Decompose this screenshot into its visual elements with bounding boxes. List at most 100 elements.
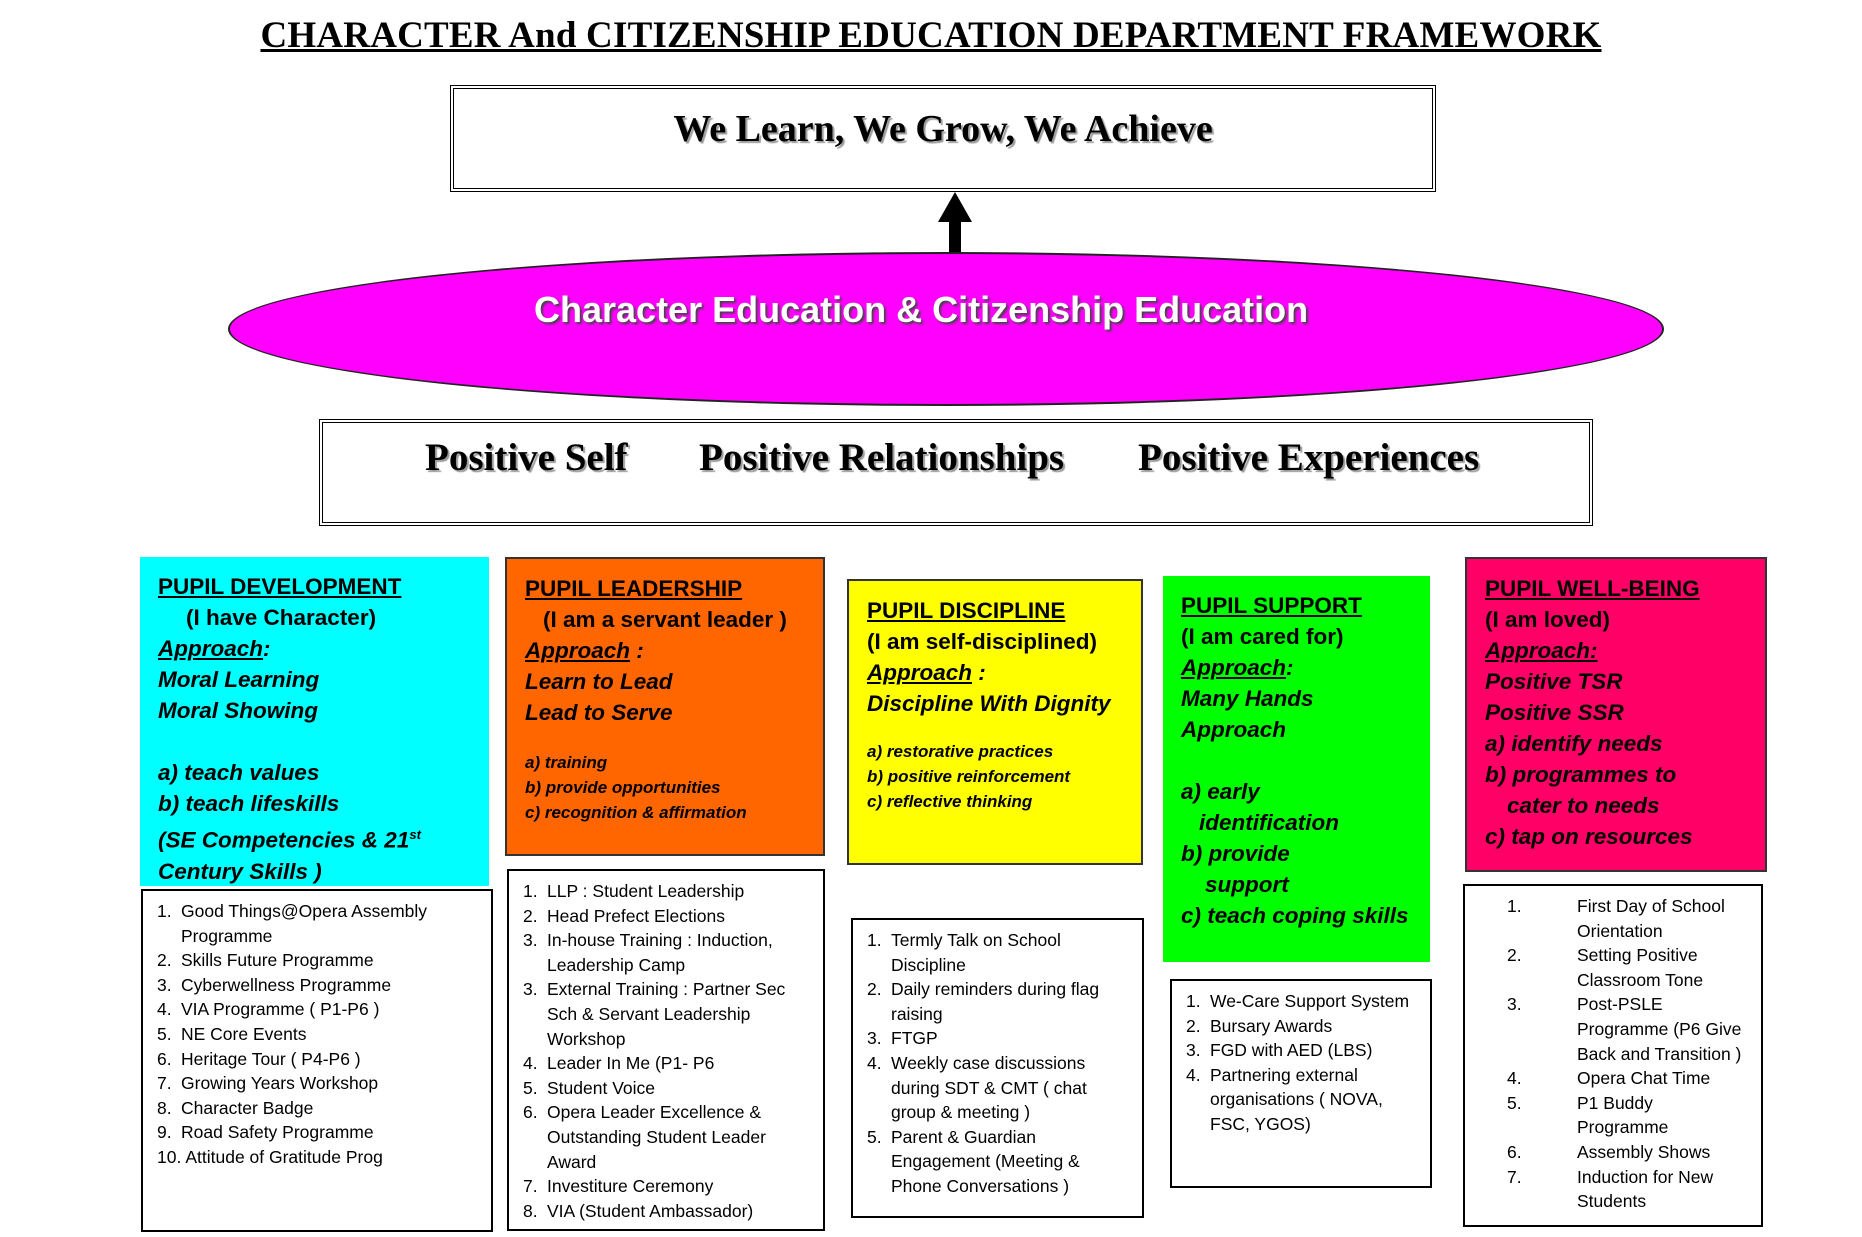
point-line: c) teach coping skills	[1181, 903, 1409, 928]
list-item-text: Road Safety Programme	[181, 1122, 374, 1143]
list-item-number: 10.	[157, 1146, 182, 1167]
list-item: 5. NE Core Events	[157, 1022, 477, 1047]
list-item-number: 8.	[157, 1097, 172, 1118]
list-item-text: External Training : Partner Sec Sch & Se…	[547, 979, 786, 1049]
list-item-text: VIA (Student Ambassador)	[547, 1200, 754, 1221]
point-line: identification	[1199, 810, 1339, 835]
list-item: 6. Assembly Shows	[1479, 1140, 1747, 1165]
list-item-text: We-Care Support System	[1210, 991, 1410, 1011]
approach-label: Approach :	[867, 660, 986, 685]
list-item-text: Post-PSLE Programme (P6 Give Back and Tr…	[1577, 994, 1742, 1064]
point-line: a) training	[525, 753, 608, 772]
list-item-number: 6.	[157, 1048, 172, 1069]
list-item: 2. Skills Future Programme	[157, 948, 477, 973]
list-item-text: Daily reminders during flag raising	[891, 979, 1100, 1024]
list-item-text: Heritage Tour ( P4-P6 )	[181, 1048, 361, 1069]
point-line: b) programmes to	[1485, 762, 1677, 787]
list-item-number: 7.	[157, 1073, 172, 1094]
pupil-leadership-tagline: (I am a servant leader )	[543, 607, 787, 632]
list-item-text: FGD with AED (LBS)	[1210, 1040, 1373, 1061]
approach-label: Approach:	[1485, 638, 1598, 663]
list-item: 1. Good Things@Opera Assembly Programme	[157, 899, 477, 948]
point-line: a) teach values	[158, 760, 320, 785]
list-item-number: 4.	[157, 999, 172, 1020]
list-item: 2. Setting Positive Classroom Tone	[1479, 943, 1747, 992]
list-item: 3. FGD with AED (LBS)	[1186, 1038, 1416, 1063]
list-item-text: LLP : Student Leadership	[547, 881, 745, 901]
point-line: b) positive reinforcement	[867, 767, 1071, 786]
approach-line: Moral Learning	[158, 667, 320, 692]
approach-label: Approach:	[1181, 655, 1294, 680]
list-item: 7. Induction for New Students	[1479, 1165, 1747, 1214]
list-item-number: 5.	[1507, 1092, 1522, 1113]
page-title: CHARACTER And CITIZENSHIP EDUCATION DEPA…	[260, 15, 1602, 56]
list-item-text: Skills Future Programme	[181, 950, 374, 971]
list-item-number: 4.	[1186, 1064, 1201, 1085]
list-item-number: 3.	[1186, 1040, 1201, 1061]
list-item: 3. Post-PSLE Programme (P6 Give Back and …	[1479, 992, 1747, 1066]
list-item-text: Attitude of Gratitude Prog	[185, 1146, 383, 1167]
list-item: 4. Weekly case discussions during SDT & C…	[867, 1051, 1128, 1125]
pupil-support-programme-list: 1. We-Care Support System 2. Bursary Awards…	[1170, 979, 1432, 1188]
list-item-number: 1.	[157, 901, 172, 921]
point-line: a) identify needs	[1485, 731, 1663, 756]
list-item: 7. Growing Years Workshop	[157, 1071, 477, 1096]
list-item-number: 2.	[867, 979, 882, 1000]
point-line: a) restorative practices	[867, 742, 1054, 761]
approach-line: Positive SSR	[1485, 700, 1624, 725]
vision-box: We Learn, We Grow, We Achieve	[450, 85, 1436, 192]
list-item: 4. Partnering external organisations ( NO…	[1186, 1063, 1416, 1137]
list-item-number: 7.	[1507, 1166, 1522, 1187]
point-line: b) provide	[1181, 841, 1290, 866]
list-item-text: Investiture Ceremony	[547, 1176, 714, 1197]
pupil-leadership-programme-list: 1. LLP : Student Leadership 2. Head Prefect…	[507, 869, 825, 1231]
pupil-development-box: PUPIL DEVELOPMENT (I have Character) App…	[140, 557, 489, 886]
approach-label: Approach:	[158, 636, 271, 661]
list-item-text: Character Badge	[181, 1097, 314, 1118]
list-item-number: 8.	[523, 1200, 538, 1221]
approach-line: Many Hands	[1181, 686, 1314, 711]
pupil-leadership-heading: PUPIL LEADERSHIP	[525, 576, 743, 601]
list-item-text: Parent & Guardian Engagement (Meeting & …	[891, 1126, 1080, 1196]
list-item-text: Leader In Me (P1- P6	[547, 1053, 715, 1074]
list-item: 3. External Training : Partner Sec Sch & …	[523, 977, 809, 1051]
approach-label: Approach :	[525, 638, 644, 663]
list-item-number: 4.	[523, 1053, 538, 1074]
list-item-text: Induction for New Students	[1577, 1166, 1714, 1212]
list-item: 1. We-Care Support System	[1186, 989, 1416, 1014]
list-item-text: Opera Leader Excellence & Outstanding St…	[547, 1102, 766, 1172]
pupil-leadership-box: PUPIL LEADERSHIP (I am a servant leader …	[505, 557, 825, 856]
list-item: 9. Road Safety Programme	[157, 1120, 477, 1145]
list-item: 2. Daily reminders during flag raising	[867, 977, 1128, 1026]
list-item: 1. Termly Talk on School Discipline	[867, 928, 1128, 977]
point-line: a) early	[1181, 779, 1260, 804]
list-item-text: Weekly case discussions during SDT & CMT…	[891, 1052, 1087, 1123]
list-item-text: VIA Programme ( P1-P6 )	[181, 999, 380, 1020]
pupil-wellbeing-heading: PUPIL WELL-BEING	[1485, 576, 1700, 601]
point-line: c) tap on resources	[1485, 824, 1693, 849]
list-item: 5. Parent & Guardian Engagement (Meeting …	[867, 1125, 1128, 1199]
list-item: 4. Opera Chat Time	[1479, 1066, 1747, 1091]
list-item: 4. Leader In Me (P1- P6	[523, 1051, 809, 1076]
list-item-text: Assembly Shows	[1577, 1141, 1711, 1162]
list-item: 8. VIA (Student Ambassador)	[523, 1199, 809, 1224]
approach-line: Learn to Lead	[525, 669, 673, 694]
list-item-text: Growing Years Workshop	[181, 1073, 379, 1094]
list-item-number: 2.	[157, 950, 172, 971]
pillar-positive-relationships: Positive Relationships	[699, 436, 1065, 479]
list-item-number: 2.	[1186, 1015, 1201, 1036]
pupil-wellbeing-tagline: (I am loved)	[1485, 607, 1611, 632]
pupil-discipline-tagline: (I am self-disciplined)	[867, 629, 1098, 654]
list-item-text: Head Prefect Elections	[547, 905, 726, 926]
list-item-number: 7.	[523, 1176, 538, 1197]
pupil-development-heading: PUPIL DEVELOPMENT	[158, 574, 402, 599]
list-item-number: 1.	[1507, 896, 1522, 916]
approach-line: Moral Showing	[158, 698, 318, 723]
list-item-number: 1.	[867, 930, 882, 950]
core-ellipse	[228, 252, 1664, 406]
list-item-text: Cyberwellness Programme	[181, 974, 392, 995]
list-item-number: 3.	[523, 979, 538, 1000]
list-item-number: 9.	[157, 1122, 172, 1143]
list-item: 10. Attitude of Gratitude Prog	[157, 1145, 477, 1170]
point-line: support	[1205, 872, 1289, 897]
